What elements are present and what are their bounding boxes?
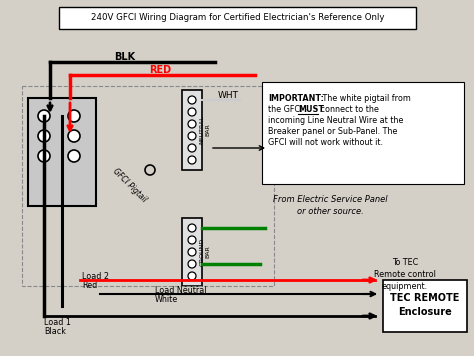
Bar [182,90,202,170]
Circle shape [68,150,80,162]
Circle shape [188,260,196,268]
Circle shape [188,236,196,244]
FancyBboxPatch shape [383,280,467,332]
Text: Red: Red [82,281,97,290]
Text: the GFCI: the GFCI [268,105,305,114]
FancyBboxPatch shape [262,82,464,184]
Bar [28,98,96,206]
Text: MUST: MUST [298,105,324,114]
Circle shape [38,110,50,122]
Circle shape [38,130,50,142]
Text: From Electric Service Panel
or other source.: From Electric Service Panel or other sou… [273,195,387,216]
Text: White: White [155,295,178,304]
Text: Breaker panel or Sub-Panel. The: Breaker panel or Sub-Panel. The [268,127,397,136]
Circle shape [188,248,196,256]
Text: GFCI will not work without it.: GFCI will not work without it. [268,138,383,147]
Text: NEUTRAL
BAR: NEUTRAL BAR [200,116,210,145]
Text: To TEC
Remote control
equipment.: To TEC Remote control equipment. [374,258,436,290]
Circle shape [188,156,196,164]
Text: Load Neutral: Load Neutral [155,286,207,295]
Circle shape [188,144,196,152]
Text: incoming Line Neutral Wire at the: incoming Line Neutral Wire at the [268,116,403,125]
Circle shape [188,96,196,104]
Text: connect to the: connect to the [318,105,379,114]
Circle shape [188,272,196,280]
Circle shape [188,120,196,128]
Text: BLK: BLK [114,52,136,62]
Text: TEC REMOTE: TEC REMOTE [390,293,460,303]
Text: 240V GFCI Wiring Diagram for Certified Electrician's Reference Only: 240V GFCI Wiring Diagram for Certified E… [91,14,385,22]
Text: RED: RED [149,65,171,75]
Bar [182,218,202,286]
Text: IMPORTANT:: IMPORTANT: [268,94,324,103]
Bar [22,86,274,286]
Text: WHT: WHT [218,91,239,100]
FancyBboxPatch shape [59,7,416,29]
Text: Enclosure: Enclosure [398,307,452,317]
Text: GFCI Pigtail: GFCI Pigtail [111,166,149,204]
Circle shape [188,108,196,116]
Text: The white pigtail from: The white pigtail from [320,94,411,103]
Circle shape [188,224,196,232]
Circle shape [38,150,50,162]
Circle shape [68,130,80,142]
Circle shape [68,110,80,122]
Text: GROUND
BAR: GROUND BAR [200,238,210,266]
Text: Load 2: Load 2 [82,272,109,281]
Text: Load 1: Load 1 [44,318,71,327]
Text: Black: Black [44,327,66,336]
Circle shape [188,132,196,140]
